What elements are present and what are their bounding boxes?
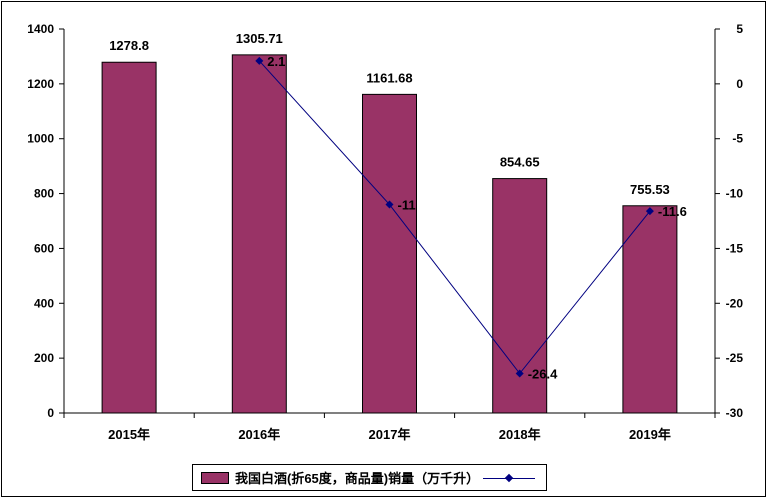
line-series [258, 60, 651, 375]
bar [622, 205, 678, 414]
x-tick-label: 2017年 [369, 427, 411, 442]
y-right-tick-label: -10 [726, 187, 744, 201]
bar [101, 61, 157, 414]
bar-data-label: 755.53 [630, 182, 670, 197]
bar-data-label: 1278.8 [109, 38, 149, 53]
line-data-label: -11 [398, 198, 416, 213]
legend-line-swatch [483, 472, 536, 484]
line-point [645, 207, 654, 216]
bar-data-label: 1161.68 [366, 70, 412, 85]
y-left-tick-label: 0 [47, 406, 54, 420]
y-right-tick-label: 0 [736, 77, 743, 91]
y-right-tick-label: -25 [726, 351, 744, 365]
legend-bar-swatch [201, 471, 229, 484]
line-data-label: -26.4 [528, 367, 558, 382]
y-right-tick-label: -5 [732, 132, 743, 146]
bar-data-label: 1305.71 [236, 31, 283, 46]
x-tick-label: 2015年 [108, 427, 150, 442]
legend: 我国白酒(折65度，商品量)销量（万千升） [192, 464, 547, 491]
line-data-label: -11.6 [658, 204, 687, 219]
y-left-tick-label: 1200 [27, 77, 54, 91]
line-point [385, 200, 394, 209]
y-left-tick-label: 400 [34, 296, 54, 310]
legend-line-marker [504, 473, 514, 482]
y-left-tick-label: 600 [34, 241, 54, 255]
y-right-tick-label: -20 [726, 296, 744, 310]
x-tick-label: 2016年 [238, 427, 280, 442]
y-left-tick-label: 200 [34, 351, 54, 365]
y-right-tick-label: 5 [736, 22, 743, 36]
x-tick-label: 2019年 [629, 427, 671, 442]
bar [362, 93, 417, 414]
y-left-tick-label: 1000 [27, 132, 54, 146]
legend-bar-label: 我国白酒(折65度，商品量)销量（万千升） [235, 471, 480, 486]
x-tick-label: 2018年 [499, 427, 541, 442]
y-left-tick-label: 1400 [27, 22, 54, 36]
y-right-tick-label: -30 [726, 406, 744, 420]
line-point [515, 369, 524, 378]
y-left-tick-label: 800 [34, 187, 54, 201]
y-right-tick-label: -15 [726, 241, 744, 255]
line-data-label: 2.1 [267, 54, 285, 69]
bar-data-label: 854.65 [500, 155, 540, 170]
bar [231, 54, 287, 414]
